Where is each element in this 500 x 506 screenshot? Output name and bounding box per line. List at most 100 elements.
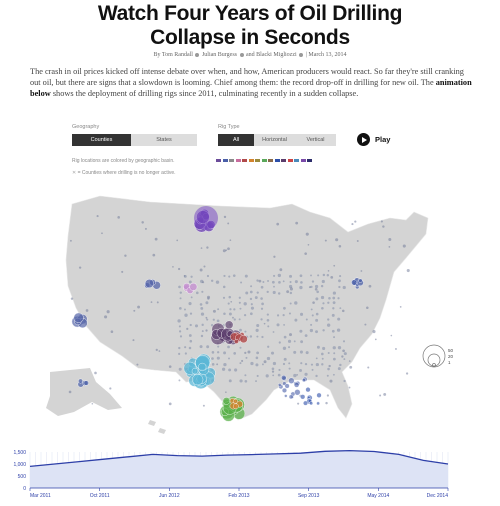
geography-toggle: Counties States — [72, 134, 197, 146]
rig-dot — [178, 352, 181, 355]
rig-dot — [300, 312, 304, 316]
rig-dot — [326, 323, 331, 327]
rig-dot — [210, 279, 214, 282]
timeline-x-tick-label: Oct 2011 — [90, 493, 110, 499]
rig-dot — [272, 331, 275, 333]
rig-dot — [263, 322, 266, 325]
rig-dot — [266, 356, 271, 361]
rig-dot — [333, 352, 336, 355]
author-2[interactable]: Julian Burgess — [201, 52, 237, 58]
rig-dot — [276, 323, 280, 327]
rig-dot — [206, 318, 209, 321]
rig-dot — [288, 394, 294, 400]
rig-dot — [69, 239, 72, 242]
rig-dot — [184, 352, 187, 355]
rig-dot — [250, 306, 255, 310]
rig-dot — [255, 380, 257, 383]
rig-dot — [215, 280, 220, 284]
rig-dot — [304, 252, 307, 255]
rig-dot — [216, 363, 219, 366]
rig-dot — [183, 308, 186, 311]
rig-dot — [132, 339, 135, 342]
rig-dot — [321, 352, 324, 356]
rig-dot — [168, 365, 172, 368]
geography-states-button[interactable]: States — [131, 134, 197, 146]
rig-dot — [311, 280, 315, 283]
rig-dot — [329, 379, 333, 383]
rig-dot — [244, 274, 248, 278]
rig-dot — [336, 328, 341, 332]
basin-swatch-14 — [307, 159, 312, 162]
rig-dot — [342, 285, 346, 290]
rig-dot — [328, 364, 331, 368]
rig-dot — [342, 309, 345, 313]
rig-dot — [178, 306, 182, 310]
us-rig-map[interactable]: 50 20 1 — [30, 176, 470, 446]
rig-dot — [283, 335, 287, 339]
rig-dot — [326, 273, 330, 277]
rig-dot — [337, 297, 340, 300]
rig-dot — [271, 370, 275, 373]
geography-counties-button[interactable]: Counties — [72, 134, 131, 146]
rig-dot — [133, 309, 136, 312]
rig-dot — [339, 275, 342, 278]
rig-dot — [304, 362, 308, 366]
rig-dot — [356, 240, 359, 242]
rig-dot — [327, 367, 330, 371]
author-3[interactable]: and Blacki Migliozzi — [246, 52, 297, 58]
rig-dot — [221, 367, 226, 371]
rig-dot — [261, 335, 264, 339]
rig-dot — [299, 329, 303, 333]
rig-dot — [239, 328, 242, 332]
rig-dot — [83, 380, 89, 386]
rig-type-all-button[interactable]: All — [218, 134, 254, 146]
rig-dot — [188, 346, 192, 350]
rig-dot — [261, 363, 264, 366]
rig-dot — [239, 346, 242, 349]
play-button[interactable]: Play — [357, 133, 390, 146]
rig-dot — [286, 290, 290, 294]
rig-type-horizontal-button[interactable]: Horizontal — [254, 134, 295, 146]
rig-dot — [222, 285, 226, 289]
rig-dot — [168, 402, 172, 406]
rig-dot — [283, 324, 285, 326]
rig-dot — [299, 274, 303, 278]
title-line-2: Collapse in Seconds — [150, 26, 350, 49]
rig-dot — [70, 297, 74, 300]
rig-dot — [254, 296, 258, 300]
intro-paragraph: The crash in oil prices kicked off inten… — [30, 66, 476, 99]
rig-dot — [332, 291, 336, 295]
rig-dot — [241, 359, 244, 362]
rig-dot — [315, 318, 319, 322]
rig-dot — [300, 362, 303, 365]
rig-dot — [222, 249, 226, 253]
rig-dot — [245, 291, 249, 295]
rig-dot — [216, 356, 220, 360]
rig-dot — [297, 402, 300, 405]
rig-dot — [399, 306, 402, 308]
rig-dot — [211, 351, 215, 354]
rig-dot — [249, 290, 253, 294]
rig-type-vertical-button[interactable]: Vertical — [295, 134, 336, 146]
rig-dot — [279, 268, 283, 272]
rig-dot — [309, 401, 314, 406]
rig-dot — [244, 351, 247, 355]
basin-swatch-3 — [235, 159, 241, 162]
play-label: Play — [375, 135, 391, 144]
rig-dot — [223, 362, 227, 367]
rig-dot — [155, 348, 158, 352]
rig-dot — [293, 373, 297, 378]
rig-dot — [250, 361, 254, 366]
rig-dot — [293, 382, 300, 388]
rig-dot — [228, 368, 232, 372]
author-1[interactable]: By Tom Randall — [153, 52, 193, 58]
rig-dot — [224, 320, 234, 330]
rig-dot — [315, 297, 319, 301]
timeline-x-ticks: Mar 2011 Oct 2011 Jun 2012 Feb 2013 Sep 2013… — [29, 488, 449, 499]
rig-count-timeline[interactable]: 1,500 1,000 500 0 Mar 2011 Oct 2011 Jun 2012 F… — [0, 448, 500, 506]
rig-dot — [244, 374, 247, 377]
rig-dot — [223, 215, 227, 219]
intro-text-2: shows the deployment of drilling rigs si… — [50, 89, 359, 98]
rig-dot — [314, 284, 319, 289]
rig-dot — [331, 313, 335, 317]
